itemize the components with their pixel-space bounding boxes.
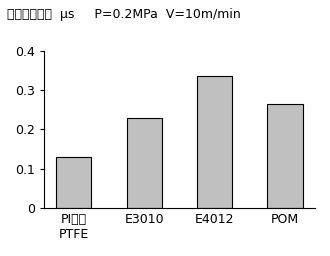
Bar bbox=[56, 157, 91, 208]
Text: 静止摩擦係数  μs     P=0.2MPa  V=10m/min: 静止摩擦係数 μs P=0.2MPa V=10m/min bbox=[7, 8, 240, 21]
Bar bbox=[268, 104, 303, 208]
Bar bbox=[197, 76, 232, 208]
Bar bbox=[127, 118, 162, 208]
